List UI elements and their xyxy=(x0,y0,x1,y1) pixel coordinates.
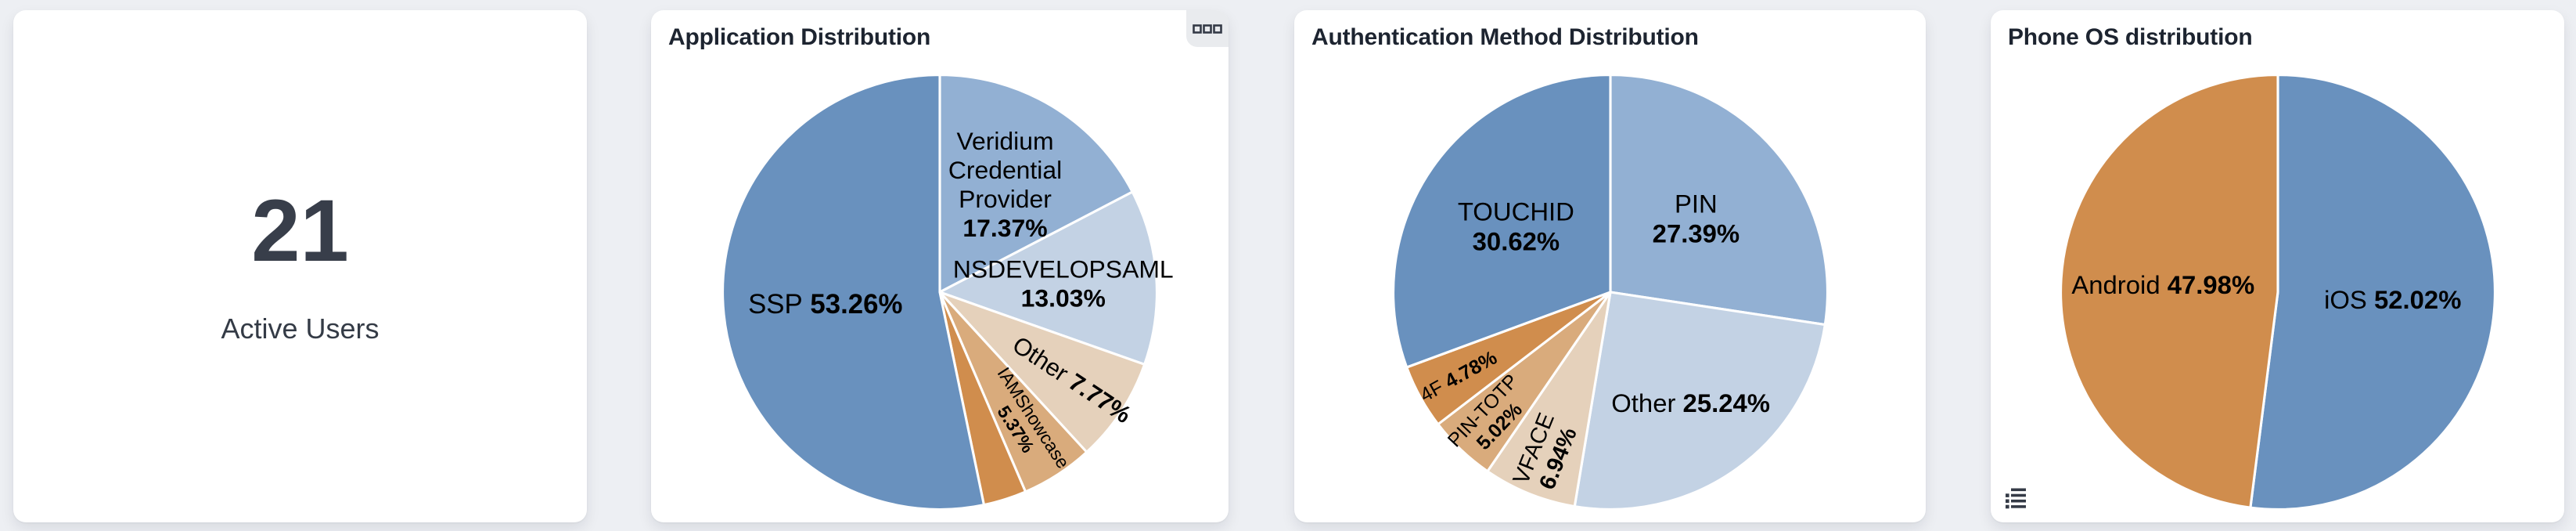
phone-os-distribution-pie[interactable]: iOS 52.02% Android 47.98% xyxy=(2051,65,2505,519)
active-users-value: 21 xyxy=(251,182,349,280)
pie-slice-touchid[interactable] xyxy=(1391,74,1612,369)
kpi-block: 21 Active Users xyxy=(13,10,587,522)
active-users-card: 21 Active Users xyxy=(13,10,587,522)
pie-slice-nsdevelopsaml[interactable] xyxy=(938,190,1158,366)
pie-slice-android[interactable] xyxy=(2059,74,2279,509)
pie-label: Veridium Credential Provider 17.37% xyxy=(948,127,1062,242)
pie-slice-other[interactable] xyxy=(1573,291,1826,511)
application-distribution-pie[interactable]: Veridium Credential Provider 17.37% NSDEVELO… xyxy=(713,65,1174,519)
pie-label: TOUCHID 30.62% xyxy=(1457,197,1574,255)
list-icon xyxy=(2005,488,2026,509)
card-menu-button[interactable] xyxy=(1186,10,1229,47)
pie-slice-ios[interactable] xyxy=(2248,74,2496,511)
pie-slice-vface[interactable] xyxy=(1485,291,1612,508)
pie-slice-ssp[interactable] xyxy=(721,74,985,511)
application-distribution-card: Application Distribution Veridium Credent… xyxy=(651,10,1229,522)
pie-slice-other[interactable] xyxy=(938,291,1146,453)
pie-label: NSDEVELOPSAML 13.03% xyxy=(953,255,1174,312)
card-title: Application Distribution xyxy=(668,24,931,50)
authentication-method-distribution-card: Authentication Method Distribution PIN 27… xyxy=(1294,10,1926,522)
pie-label: SSP 53.26% xyxy=(748,289,902,320)
pie-label: iOS 52.02% xyxy=(2324,285,2461,314)
pie-slice-veridium-credential-provider[interactable] xyxy=(938,74,1134,294)
pie-slice-pin[interactable] xyxy=(1608,74,1829,327)
pie-label: Android 47.98% xyxy=(2071,270,2254,299)
pie-label: PIN 27.39% xyxy=(1652,189,1739,247)
authentication-method-distribution-pie[interactable]: PIN 27.39%Other 25.24%VFACE6.94%PIN-TOTP5… xyxy=(1383,65,1837,519)
pie-label: Other 25.24% xyxy=(1611,388,1770,417)
phone-os-distribution-card: Phone OS distribution iOS 52.02% Android … xyxy=(1991,10,2564,522)
card-title: Authentication Method Distribution xyxy=(1311,24,1699,50)
card-title: Phone OS distribution xyxy=(2008,24,2253,50)
legend-toggle-button[interactable] xyxy=(2005,488,2027,510)
grid-squares-icon xyxy=(1193,23,1222,34)
active-users-label: Active Users xyxy=(221,312,380,345)
